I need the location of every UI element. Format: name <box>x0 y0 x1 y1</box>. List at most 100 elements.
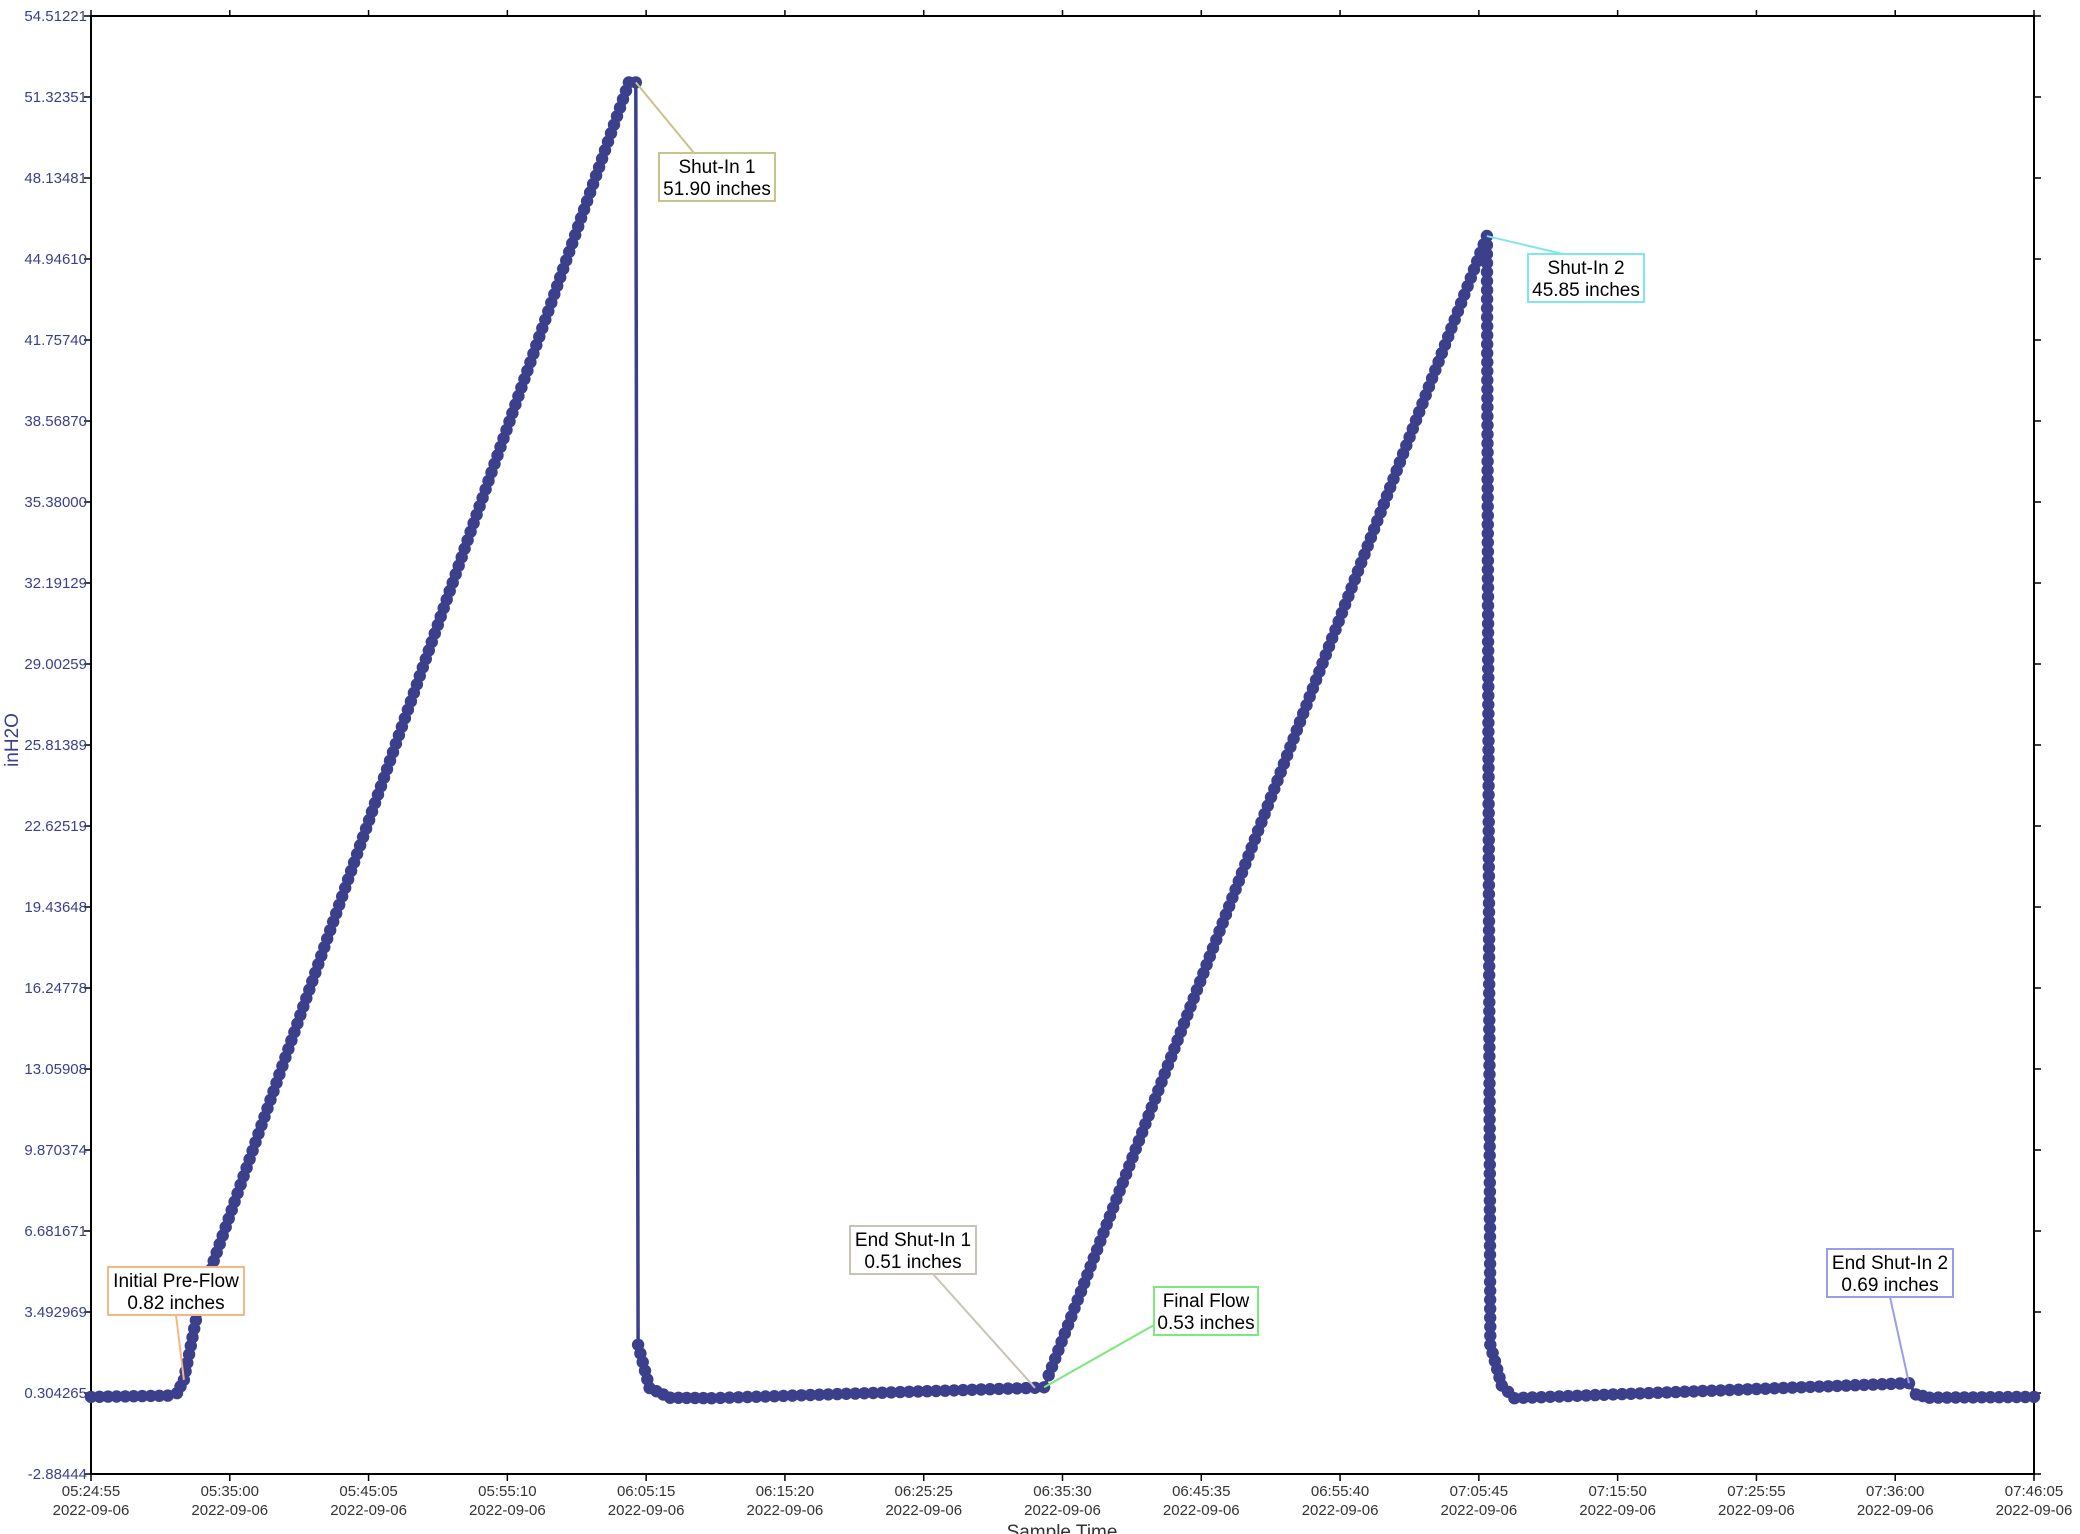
y-tick-label: 51.32351 <box>24 89 87 106</box>
x-tick-label-time: 06:25:25 <box>895 1483 953 1500</box>
data-point <box>1481 338 1494 351</box>
data-point <box>1481 419 1494 432</box>
data-point <box>885 1386 898 1399</box>
x-tick-label-date: 2022-09-06 <box>191 1502 268 1519</box>
data-point <box>1483 1041 1496 1054</box>
data-point <box>1795 1381 1808 1394</box>
data-point <box>1714 1384 1727 1397</box>
x-tick-label-time: 05:45:05 <box>339 1483 397 1500</box>
data-point <box>903 1385 916 1399</box>
data-point <box>974 1383 988 1396</box>
x-tick-label-date: 2022-09-06 <box>747 1502 824 1519</box>
y-tick-label: 16.24778 <box>24 980 87 997</box>
data-point <box>1562 1389 1575 1403</box>
y-tick-label: 19.43648 <box>24 899 87 916</box>
data-point <box>1483 960 1496 973</box>
data-point <box>831 1387 844 1401</box>
annotation-title: Final Flow <box>1163 1291 1250 1312</box>
data-point <box>1481 635 1495 648</box>
data-point <box>723 1391 736 1404</box>
data-point <box>1481 365 1494 378</box>
data-point <box>1804 1380 1817 1394</box>
data-point <box>1483 1203 1497 1216</box>
data-point <box>1949 1391 1962 1404</box>
data-point <box>938 1384 952 1397</box>
data-point <box>110 1390 123 1403</box>
data-point <box>1483 1005 1496 1018</box>
y-tick-label: 29.00259 <box>24 656 87 673</box>
x-tick-label-time: 05:35:00 <box>201 1483 259 1500</box>
annotation-leader-line <box>1486 235 1564 255</box>
data-point <box>1750 1382 1763 1396</box>
data-point <box>1483 1059 1496 1072</box>
data-point <box>1481 347 1494 360</box>
data-point <box>1484 1284 1497 1298</box>
data-point <box>1813 1380 1826 1393</box>
data-point <box>1483 969 1496 982</box>
data-point <box>1481 401 1494 414</box>
data-point <box>1484 1320 1497 1334</box>
annotation-value: 51.90 inches <box>663 179 771 200</box>
data-point <box>894 1385 907 1399</box>
data-point <box>1481 545 1495 558</box>
data-point <box>1759 1382 1772 1395</box>
data-point <box>1481 572 1495 585</box>
annotation-value: 0.53 inches <box>1157 1313 1254 1334</box>
annotation-box <box>1153 1286 1259 1336</box>
data-point <box>1481 329 1494 342</box>
data-point <box>1660 1386 1674 1399</box>
data-point <box>1480 283 1494 297</box>
data-point <box>1831 1379 1844 1393</box>
data-point <box>1483 1050 1496 1063</box>
data-point <box>1482 725 1495 738</box>
annotation-value: 0.69 inches <box>1841 1275 1938 1296</box>
data-point <box>1483 1212 1497 1225</box>
data-point <box>1588 1388 1602 1402</box>
data-point <box>2027 1390 2041 1404</box>
data-point <box>136 1389 149 1403</box>
data-point <box>1857 1378 1871 1392</box>
data-point <box>1696 1384 1709 1398</box>
data-point <box>947 1384 961 1397</box>
x-tick-label-time: 07:05:45 <box>1450 1483 1508 1500</box>
annotation-title: Shut-In 2 <box>1547 258 1624 279</box>
data-point <box>1481 500 1494 513</box>
data-point <box>705 1392 718 1405</box>
data-point <box>1966 1391 1980 1404</box>
data-point <box>1480 302 1494 315</box>
y-tick-label: -2.88444 <box>28 1466 87 1483</box>
data-point <box>1481 473 1494 486</box>
x-tick-label-time: 06:15:20 <box>756 1483 814 1500</box>
data-point <box>1483 1104 1496 1117</box>
data-point <box>1482 815 1495 829</box>
x-tick-label-time: 07:25:55 <box>1727 1483 1785 1500</box>
data-point <box>1481 536 1495 549</box>
data-point <box>1705 1384 1718 1397</box>
data-point <box>2001 1390 2015 1404</box>
annotation-leader-line <box>932 1273 1036 1389</box>
data-point <box>1958 1391 1971 1404</box>
data-point <box>1480 292 1494 306</box>
y-tick-label: 22.62519 <box>24 818 87 835</box>
y-tick-label: 25.81389 <box>24 737 87 754</box>
data-point <box>1483 978 1496 991</box>
data-point <box>921 1385 934 1398</box>
data-point <box>732 1391 745 1404</box>
data-point <box>1553 1390 1566 1403</box>
data-point <box>1923 1391 1936 1404</box>
x-tick-label-time: 07:36:00 <box>1866 1483 1924 1500</box>
data-point <box>1483 996 1496 1009</box>
data-point <box>1482 779 1495 793</box>
y-tick-label: 48.13481 <box>24 170 87 187</box>
x-tick-label-date: 2022-09-06 <box>1302 1502 1379 1519</box>
data-point <box>1481 437 1494 450</box>
data-point <box>1481 590 1495 603</box>
data-point <box>1483 1158 1497 1171</box>
y-tick-label: 35.38000 <box>24 494 87 511</box>
y-axis-title: inH2O <box>2 713 23 767</box>
data-point <box>1483 1131 1496 1144</box>
y-tick-label: 9.870374 <box>24 1142 87 1159</box>
data-point <box>1481 356 1494 369</box>
data-point <box>1517 1391 1530 1405</box>
